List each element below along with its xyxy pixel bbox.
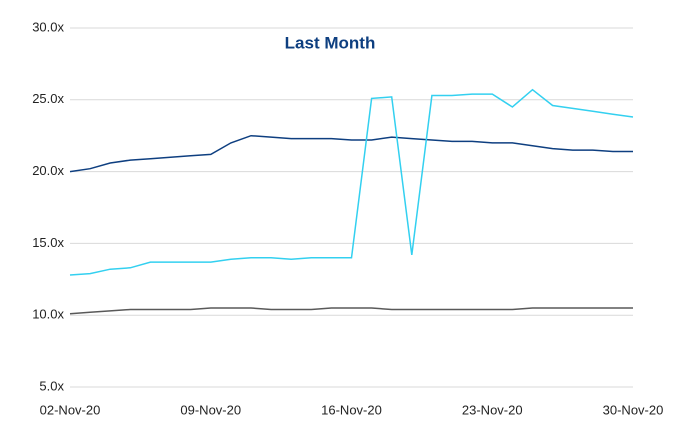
- series-line: [69, 88, 634, 276]
- x-tick-label: 23-Nov-20: [462, 402, 523, 417]
- x-tick-label: 02-Nov-20: [40, 402, 101, 417]
- y-tick-label: 15.0x: [32, 235, 64, 250]
- y-tick-label: 20.0x: [32, 163, 64, 178]
- y-tick-label: 30.0x: [32, 19, 64, 34]
- series-line: [69, 307, 633, 315]
- x-tick-label: 16-Nov-20: [321, 402, 382, 417]
- y-tick-label: 25.0x: [32, 91, 64, 106]
- x-tick-label: 30-Nov-20: [603, 402, 664, 417]
- chart-title: Last Month: [285, 33, 376, 52]
- y-tick-label: 10.0x: [32, 307, 64, 322]
- y-tick-label: 5.0x: [39, 378, 64, 393]
- x-tick-label: 09-Nov-20: [180, 402, 241, 417]
- series-line: [69, 134, 633, 173]
